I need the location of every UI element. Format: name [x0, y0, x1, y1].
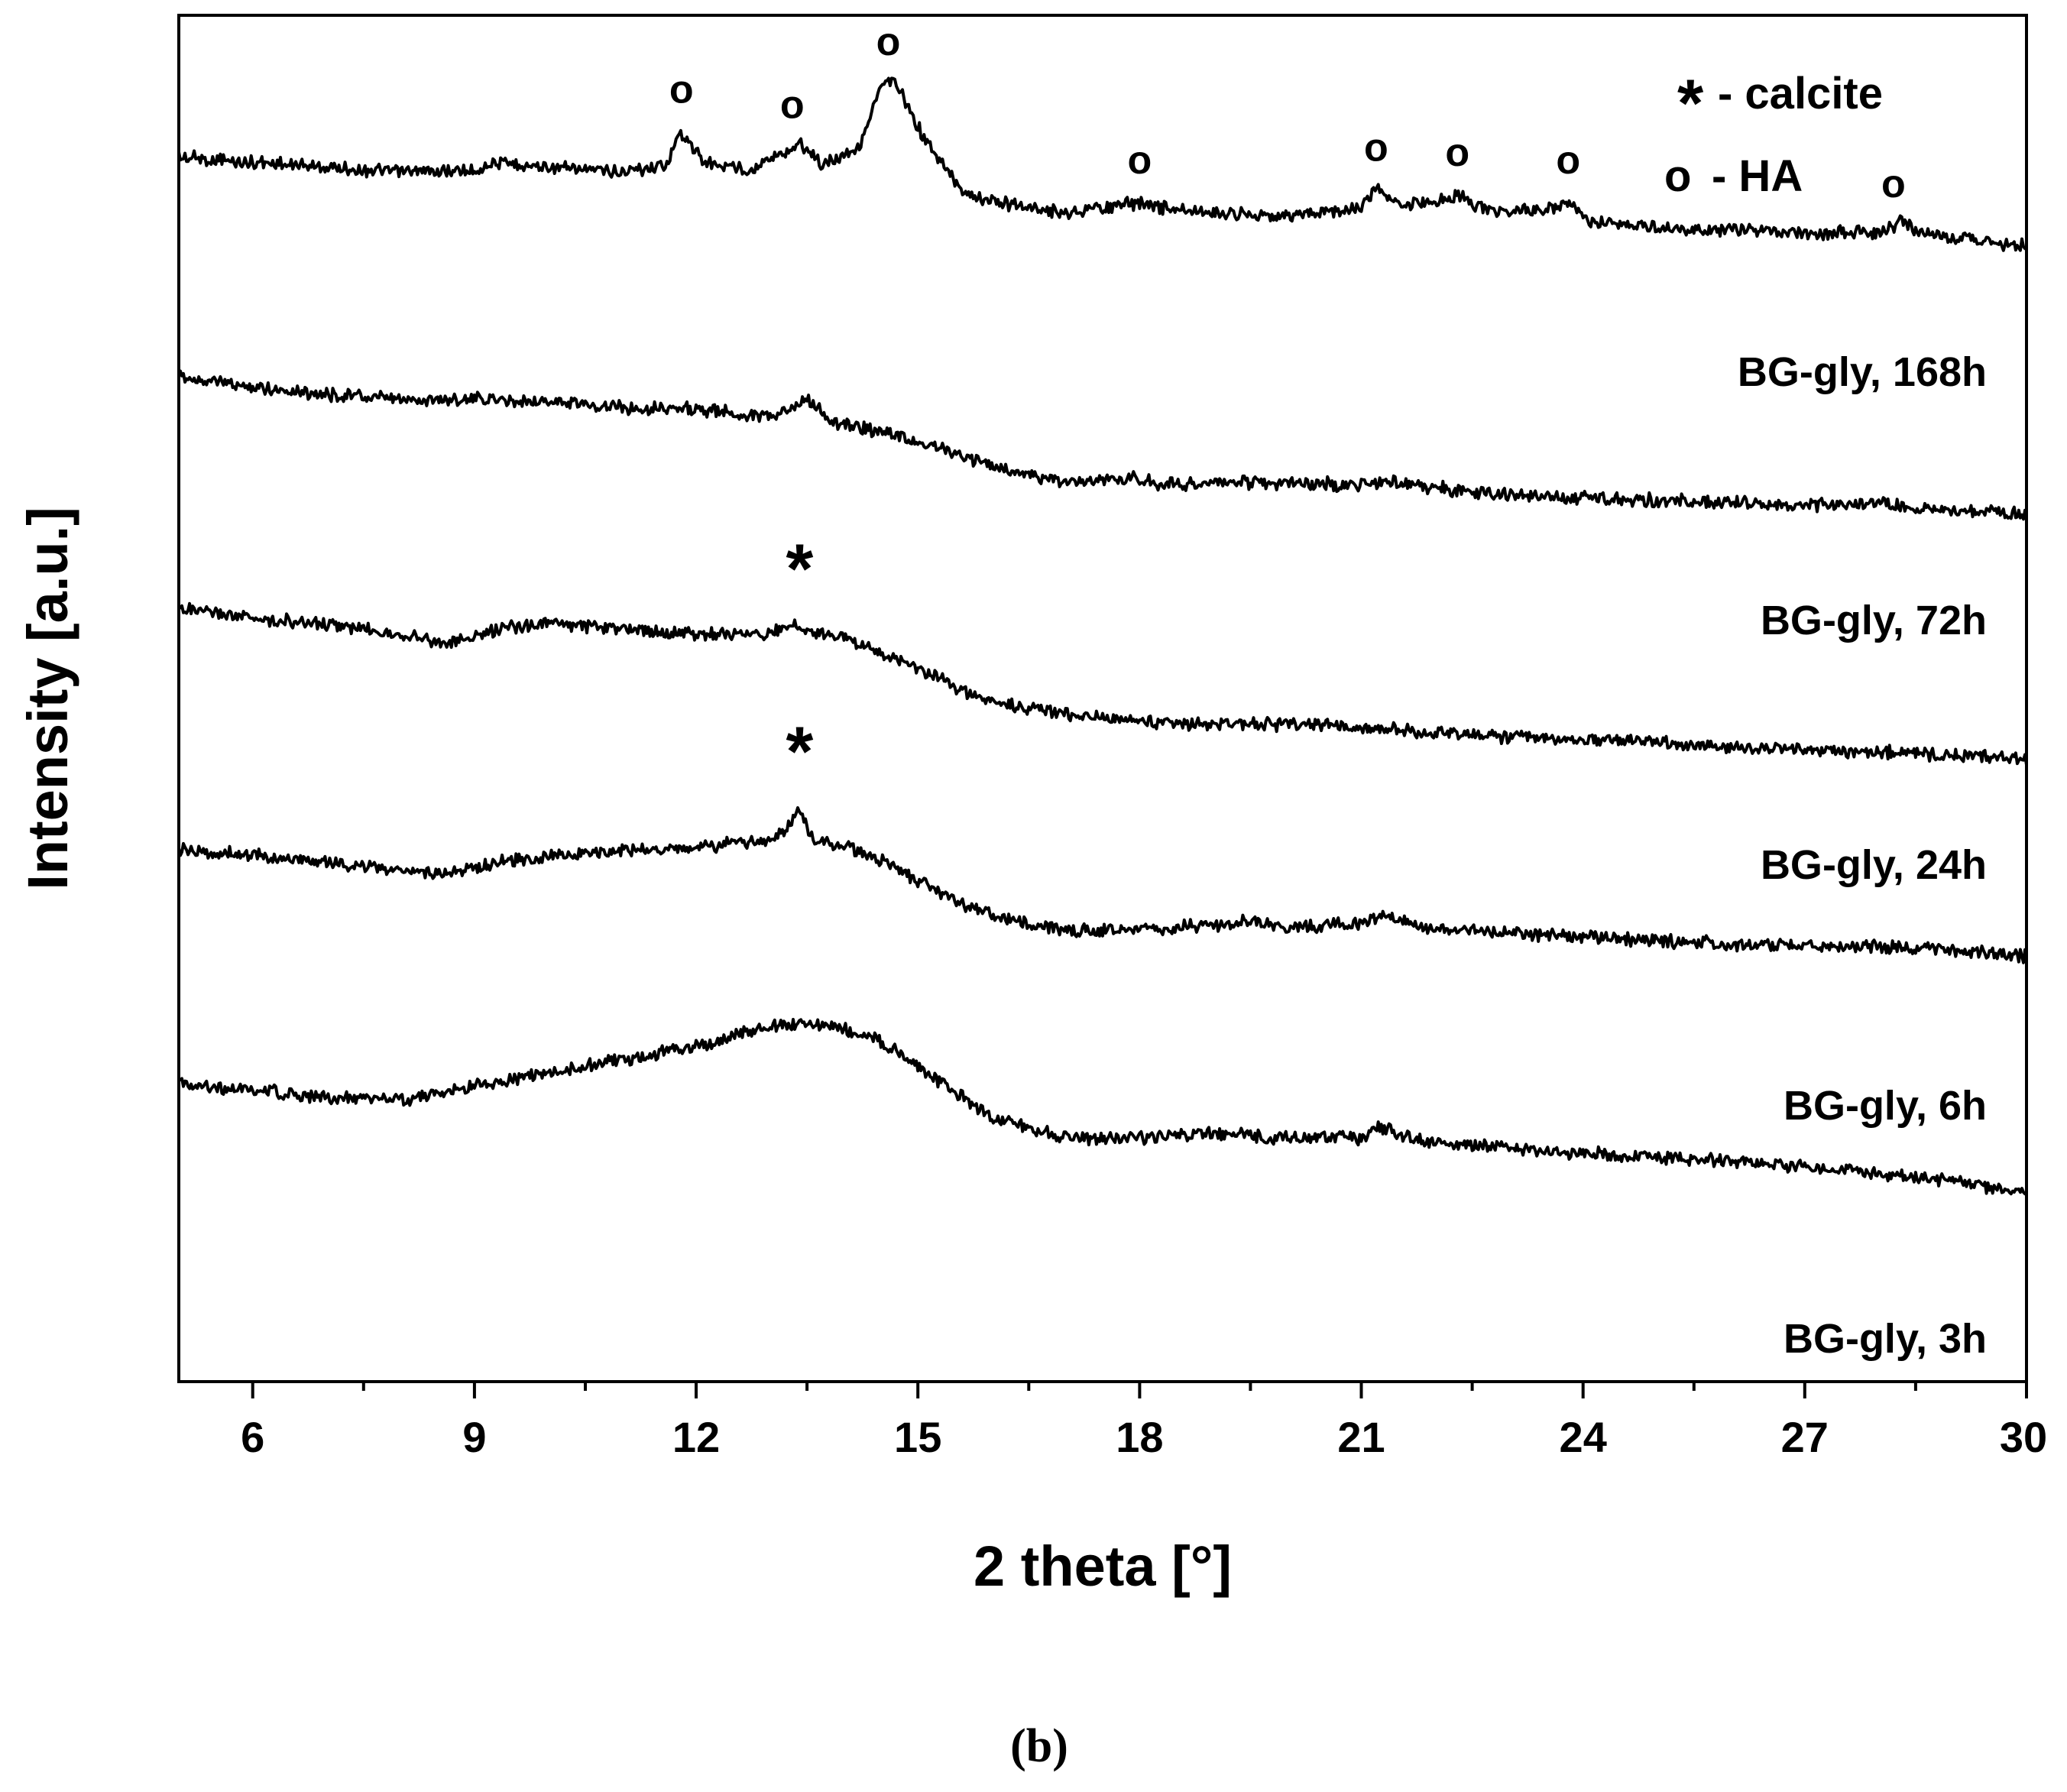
series-line-2: [178, 601, 2028, 766]
x-tick-label-12: 12: [672, 1413, 720, 1461]
legend-symbol-calcite: *: [1677, 65, 1704, 141]
legend-label-calcite: - calcite: [1718, 69, 1883, 118]
x-tick-layer: 6 9 12 15 18 21 24 27 30: [241, 1382, 2047, 1461]
x-axis-label: 2 theta [°]: [974, 1534, 1232, 1598]
peak-marker-0-2: o: [876, 20, 901, 64]
x-tick-label-27: 27: [1781, 1413, 1829, 1461]
peak-marker-0-6: o: [1556, 138, 1580, 183]
marker-layer: o o o o o o o o * *: [669, 20, 1906, 791]
x-tick-label-24: 24: [1560, 1413, 1607, 1461]
legend-label-ha: - HA: [1712, 151, 1803, 201]
peak-marker-0-0: o: [669, 68, 694, 112]
series-line-0: [177, 76, 2027, 252]
series-label-layer: BG-gly, 168h BG-gly, 72h BG-gly, 24h BG-gly…: [1738, 349, 1987, 1362]
series-label-4: BG-gly, 3h: [1784, 1316, 1987, 1362]
series-label-3: BG-gly, 6h: [1784, 1083, 1987, 1129]
series-label-1: BG-gly, 72h: [1761, 598, 1987, 643]
legend: * - calcite o - HA: [1664, 65, 1883, 201]
series-label-0: BG-gly, 168h: [1738, 349, 1987, 395]
x-tick-label-21: 21: [1337, 1413, 1385, 1461]
series-label-2: BG-gly, 24h: [1761, 842, 1987, 888]
series-line-3: [177, 806, 2028, 964]
x-tick-label-30: 30: [2000, 1413, 2047, 1461]
peak-marker-2-0: *: [786, 530, 813, 608]
x-tick-label-9: 9: [462, 1413, 486, 1461]
peak-marker-0-4: o: [1364, 126, 1388, 170]
plot-frame: [177, 14, 2028, 1383]
y-axis-label: Intensity [a.u.]: [16, 507, 79, 890]
x-tick-label-18: 18: [1116, 1413, 1163, 1461]
series-layer: [177, 76, 2028, 1196]
x-tick-label-15: 15: [894, 1413, 941, 1461]
peak-marker-0-1: o: [780, 83, 805, 127]
x-tick-label-6: 6: [241, 1413, 264, 1461]
legend-symbol-ha: o: [1664, 151, 1691, 201]
peak-marker-0-7: o: [1881, 162, 1906, 206]
peak-marker-0-3: o: [1128, 138, 1152, 183]
peak-marker-0-5: o: [1445, 131, 1469, 175]
series-line-4: [177, 1018, 2027, 1196]
peak-marker-3-0: *: [786, 713, 813, 791]
panel-label: (b): [1010, 1720, 1068, 1772]
series-line-1: [178, 369, 2027, 521]
